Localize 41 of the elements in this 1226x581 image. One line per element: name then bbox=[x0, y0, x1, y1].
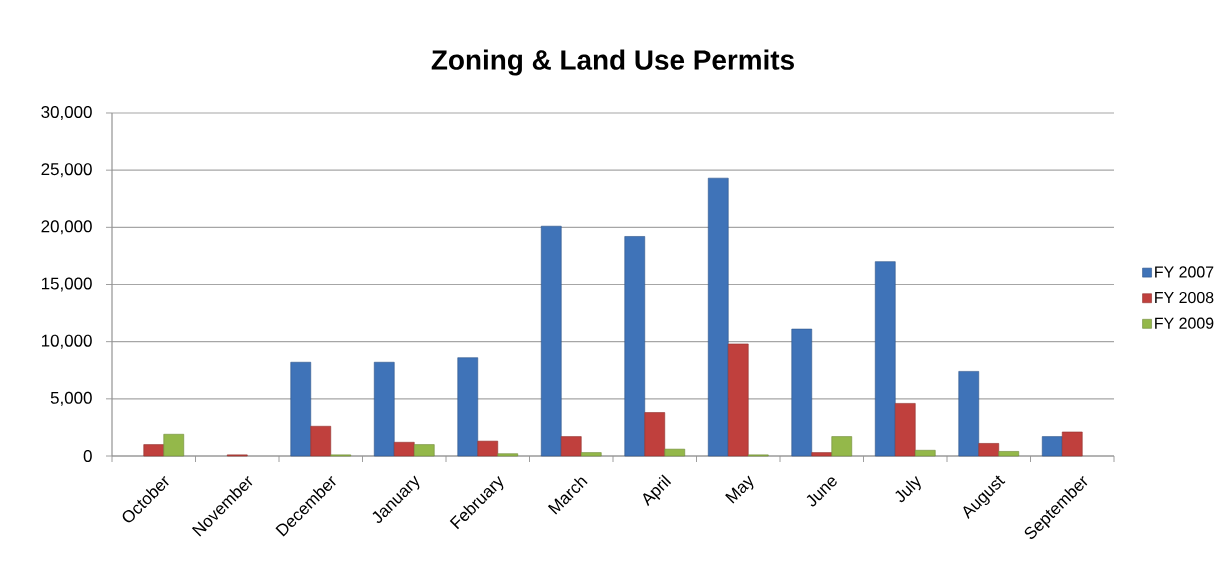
bar bbox=[1041, 436, 1063, 457]
y-tick-label: 20,000 bbox=[41, 220, 92, 235]
bar bbox=[540, 225, 562, 457]
bar bbox=[290, 361, 312, 457]
bar bbox=[914, 449, 936, 457]
bar bbox=[497, 453, 519, 457]
bar bbox=[978, 443, 1000, 457]
bar bbox=[624, 236, 646, 457]
bar bbox=[580, 452, 602, 457]
y-tick-label: 10,000 bbox=[41, 334, 92, 349]
bar bbox=[958, 371, 980, 457]
bar bbox=[163, 433, 185, 457]
bar bbox=[998, 451, 1020, 457]
bar bbox=[811, 452, 833, 457]
bar bbox=[874, 261, 896, 457]
chart-title: Zoning & Land Use Permits bbox=[431, 49, 794, 76]
y-tick-label: 25,000 bbox=[41, 163, 92, 178]
bar bbox=[477, 440, 499, 457]
bar bbox=[644, 412, 666, 457]
bar bbox=[791, 328, 813, 457]
bar bbox=[1061, 431, 1083, 457]
bar bbox=[831, 436, 853, 457]
y-tick-label: 30,000 bbox=[41, 106, 92, 120]
bar bbox=[727, 343, 749, 457]
y-tick-label: 5,000 bbox=[50, 391, 92, 406]
legend-label: FY 2009 bbox=[1155, 317, 1214, 329]
y-tick-label: 15,000 bbox=[41, 277, 92, 292]
bar bbox=[894, 403, 916, 457]
bar bbox=[373, 361, 395, 457]
bar bbox=[310, 425, 332, 457]
legend-label: FY 2007 bbox=[1155, 266, 1214, 278]
legend-label: FY 2008 bbox=[1155, 291, 1214, 304]
bar bbox=[560, 436, 582, 457]
x-tick-label: July bbox=[895, 475, 921, 503]
y-tick-label: 0 bbox=[83, 450, 92, 462]
bar bbox=[413, 444, 435, 457]
bar bbox=[707, 177, 729, 457]
bar bbox=[457, 357, 479, 457]
bar bbox=[664, 448, 686, 457]
bar bbox=[393, 441, 415, 457]
bar bbox=[143, 444, 165, 457]
